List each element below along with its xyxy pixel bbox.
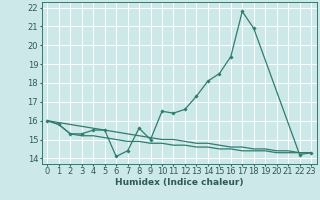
X-axis label: Humidex (Indice chaleur): Humidex (Indice chaleur) <box>115 178 244 187</box>
